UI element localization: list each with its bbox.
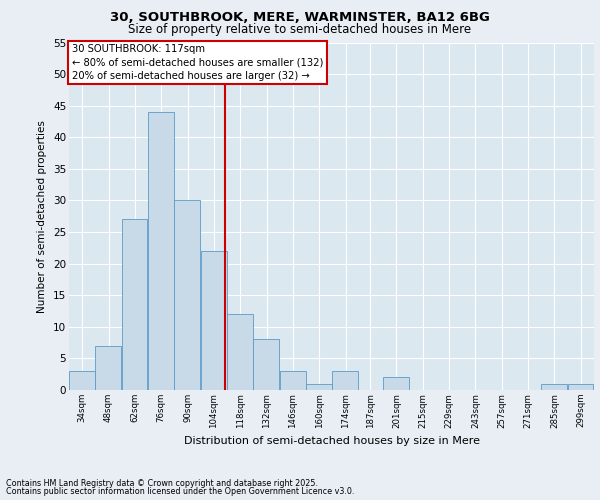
Bar: [332, 371, 358, 390]
Text: 30 SOUTHBROOK: 117sqm
← 80% of semi-detached houses are smaller (132)
20% of sem: 30 SOUTHBROOK: 117sqm ← 80% of semi-deta…: [71, 44, 323, 80]
Bar: [201, 251, 227, 390]
Bar: [227, 314, 253, 390]
Bar: [280, 371, 305, 390]
X-axis label: Distribution of semi-detached houses by size in Mere: Distribution of semi-detached houses by …: [184, 436, 479, 446]
Bar: [306, 384, 332, 390]
Bar: [253, 340, 279, 390]
Bar: [175, 200, 200, 390]
Bar: [95, 346, 121, 390]
Text: Size of property relative to semi-detached houses in Mere: Size of property relative to semi-detach…: [128, 22, 472, 36]
Text: Contains public sector information licensed under the Open Government Licence v3: Contains public sector information licen…: [6, 487, 355, 496]
Text: Contains HM Land Registry data © Crown copyright and database right 2025.: Contains HM Land Registry data © Crown c…: [6, 478, 318, 488]
Bar: [568, 384, 593, 390]
Text: 30, SOUTHBROOK, MERE, WARMINSTER, BA12 6BG: 30, SOUTHBROOK, MERE, WARMINSTER, BA12 6…: [110, 11, 490, 24]
Y-axis label: Number of semi-detached properties: Number of semi-detached properties: [37, 120, 47, 312]
Bar: [122, 220, 148, 390]
Bar: [383, 378, 409, 390]
Bar: [148, 112, 174, 390]
Bar: [541, 384, 567, 390]
Bar: [69, 371, 95, 390]
